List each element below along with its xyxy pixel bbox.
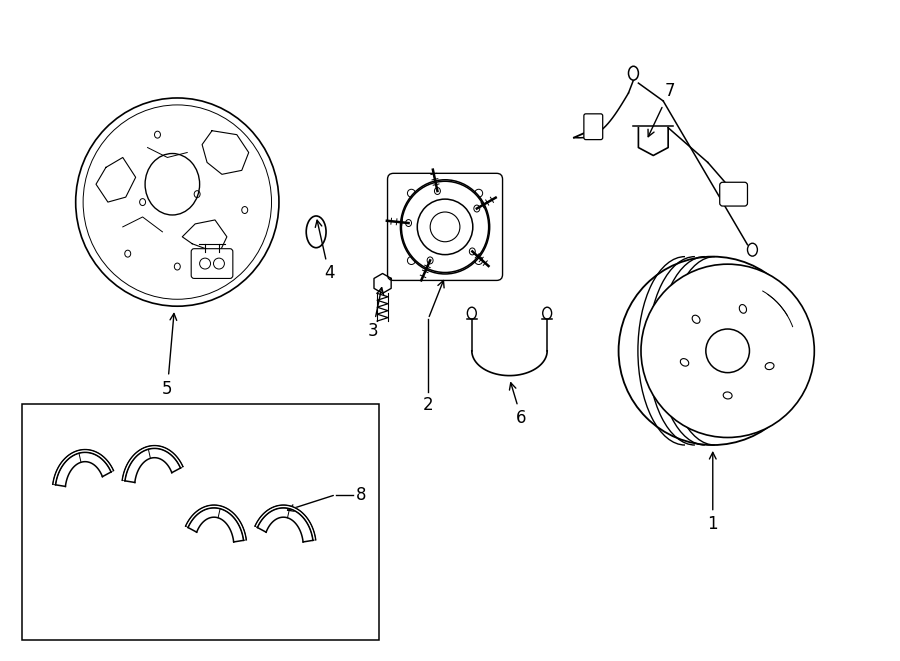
Text: 5: 5 (162, 313, 176, 397)
Text: 1: 1 (707, 452, 718, 533)
Polygon shape (53, 449, 113, 485)
Text: 7: 7 (665, 82, 675, 100)
Text: 2: 2 (423, 397, 434, 414)
FancyBboxPatch shape (584, 114, 603, 139)
Ellipse shape (543, 307, 552, 319)
Polygon shape (185, 505, 247, 540)
FancyBboxPatch shape (388, 173, 502, 280)
Ellipse shape (748, 243, 758, 256)
Ellipse shape (400, 180, 490, 274)
Bar (22, 405, 379, 641)
Ellipse shape (401, 181, 489, 272)
Text: 3: 3 (367, 288, 383, 340)
FancyBboxPatch shape (720, 182, 748, 206)
Circle shape (641, 264, 814, 438)
FancyBboxPatch shape (191, 249, 233, 278)
Text: 6: 6 (509, 383, 526, 427)
Text: 8: 8 (356, 486, 366, 504)
Ellipse shape (467, 307, 476, 319)
Polygon shape (255, 505, 316, 540)
Ellipse shape (76, 98, 279, 306)
Ellipse shape (145, 153, 200, 215)
Polygon shape (122, 446, 183, 481)
Text: 4: 4 (315, 220, 334, 282)
Ellipse shape (628, 66, 638, 80)
